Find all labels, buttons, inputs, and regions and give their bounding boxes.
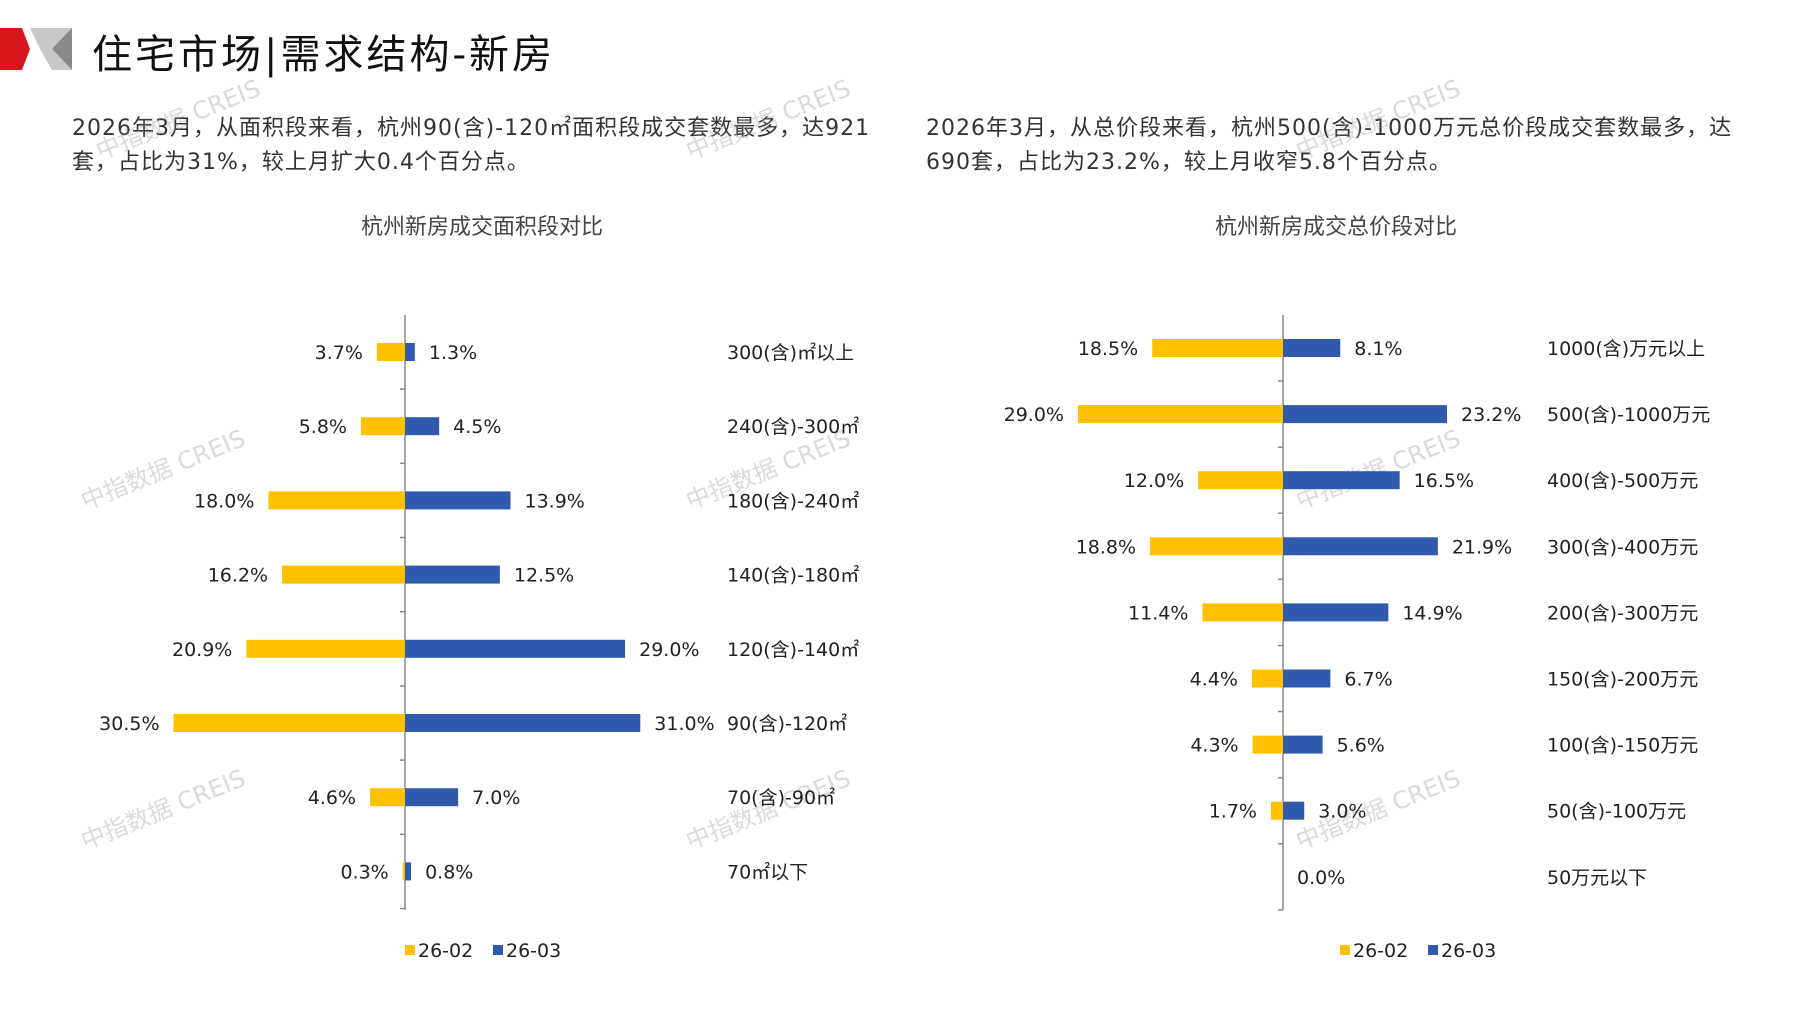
legend-label: 26-03 [1441, 940, 1496, 962]
data-label-26-03: 7.0% [472, 787, 520, 809]
bar-26-02 [402, 862, 405, 881]
data-label-26-03: 8.1% [1354, 338, 1402, 360]
bar-26-03 [405, 343, 415, 361]
data-label-26-03: 0.0% [1297, 867, 1345, 889]
category-label: 500(含)-1000万元 [1547, 404, 1710, 426]
data-label-26-03: 6.7% [1344, 669, 1392, 691]
data-label-26-02: 16.2% [208, 565, 268, 587]
category-label: 50万元以下 [1547, 867, 1647, 889]
data-label-26-03: 21.9% [1452, 536, 1512, 558]
bar-26-03 [1283, 669, 1331, 688]
data-label-26-02: 4.4% [1190, 669, 1238, 691]
bar-26-02 [173, 714, 405, 732]
data-label-26-03: 3.0% [1318, 801, 1366, 823]
bar-26-03 [1283, 405, 1448, 424]
category-label: 50(含)-100万元 [1547, 801, 1686, 823]
price-description: 2026年3月，从总价段来看，杭州500(含)-1000万元总价段成交套数最多，… [926, 116, 1733, 175]
bar-26-03 [405, 491, 511, 510]
data-label-26-03: 31.0% [654, 713, 714, 735]
bar-26-02 [1152, 339, 1283, 357]
category-label: 120(含)-140㎡ [727, 638, 859, 661]
data-label-26-02: 11.4% [1128, 602, 1188, 624]
data-label-26-03: 29.0% [639, 639, 699, 661]
data-label-26-03: 16.5% [1414, 470, 1474, 492]
data-label-26-02: 12.0% [1124, 470, 1184, 492]
legend-swatch [493, 945, 503, 955]
bar-26-02 [1252, 735, 1283, 754]
legend-swatch [1340, 945, 1350, 955]
category-label: 1000(含)万元以上 [1547, 338, 1705, 360]
data-label-26-02: 0.3% [340, 861, 388, 883]
category-label: 70㎡以下 [727, 860, 808, 883]
bar-26-03 [1283, 603, 1389, 622]
data-label-26-03: 4.5% [453, 416, 501, 438]
bar-26-02 [360, 417, 405, 436]
legend-swatch [405, 945, 415, 955]
category-label: 300(含)㎡以上 [727, 341, 854, 364]
category-label: 140(含)-180㎡ [727, 564, 859, 587]
bar-26-03 [1283, 735, 1323, 754]
bar-26-03 [405, 862, 412, 881]
bar-26-02 [282, 565, 405, 584]
bar-26-02 [1077, 405, 1283, 424]
legend-swatch [1428, 945, 1438, 955]
bar-26-03 [1283, 801, 1305, 820]
brand-logo [0, 28, 72, 70]
data-label-26-03: 1.3% [429, 342, 477, 364]
chart-title: 杭州新房成交总价段对比 [1215, 215, 1457, 240]
bar-26-02 [1150, 537, 1283, 556]
category-label: 240(含)-300㎡ [727, 415, 859, 438]
page-title: 住宅市场|需求结构-新房 [92, 32, 555, 78]
category-label: 400(含)-500万元 [1547, 470, 1698, 492]
bar-26-02 [1202, 603, 1283, 622]
bar-26-02 [370, 788, 405, 807]
category-label: 300(含)-400万元 [1547, 536, 1698, 558]
bar-26-03 [405, 565, 500, 584]
bar-26-02 [1270, 801, 1283, 820]
data-label-26-02: 29.0% [1004, 404, 1064, 426]
data-label-26-02: 18.0% [194, 490, 254, 512]
bar-26-02 [376, 343, 405, 361]
legend-label: 26-02 [418, 940, 473, 962]
data-label-26-02: 4.3% [1190, 735, 1238, 757]
data-label-26-02: 3.7% [315, 342, 363, 364]
data-label-26-03: 13.9% [525, 490, 585, 512]
category-label: 200(含)-300万元 [1547, 602, 1698, 624]
legend-label: 26-03 [506, 940, 561, 962]
bar-26-02 [246, 639, 405, 658]
bar-26-02 [268, 491, 405, 510]
category-label: 150(含)-200万元 [1547, 669, 1698, 691]
category-label: 180(含)-240㎡ [727, 489, 859, 512]
bar-26-02 [1251, 669, 1283, 688]
legend-label: 26-02 [1353, 940, 1408, 962]
data-label-26-02: 5.8% [299, 416, 347, 438]
data-label-26-03: 5.6% [1337, 735, 1385, 757]
data-label-26-02: 20.9% [172, 639, 232, 661]
data-label-26-03: 12.5% [514, 565, 574, 587]
data-label-26-02: 18.5% [1078, 338, 1138, 360]
area-description: 2026年3月，从面积段来看，杭州90(含)-120㎡面积段成交套数最多，达92… [72, 116, 871, 175]
bar-26-03 [405, 714, 641, 732]
data-label-26-03: 0.8% [425, 861, 473, 883]
data-label-26-02: 18.8% [1076, 536, 1136, 558]
category-label: 70(含)-90㎡ [727, 786, 835, 809]
data-label-26-02: 1.7% [1209, 801, 1257, 823]
bar-26-03 [405, 788, 459, 807]
bar-26-03 [405, 639, 626, 658]
bar-26-03 [1283, 339, 1341, 357]
data-label-26-02: 30.5% [99, 713, 159, 735]
chart-title: 杭州新房成交面积段对比 [361, 215, 603, 240]
category-label: 90(含)-120㎡ [727, 712, 847, 735]
data-label-26-03: 23.2% [1461, 404, 1521, 426]
category-label: 100(含)-150万元 [1547, 735, 1698, 757]
bar-26-03 [1283, 537, 1438, 556]
bar-26-02 [1198, 471, 1283, 490]
data-label-26-02: 4.6% [308, 787, 356, 809]
data-label-26-03: 14.9% [1402, 602, 1462, 624]
bar-26-03 [1283, 471, 1400, 490]
bar-26-03 [405, 417, 440, 436]
